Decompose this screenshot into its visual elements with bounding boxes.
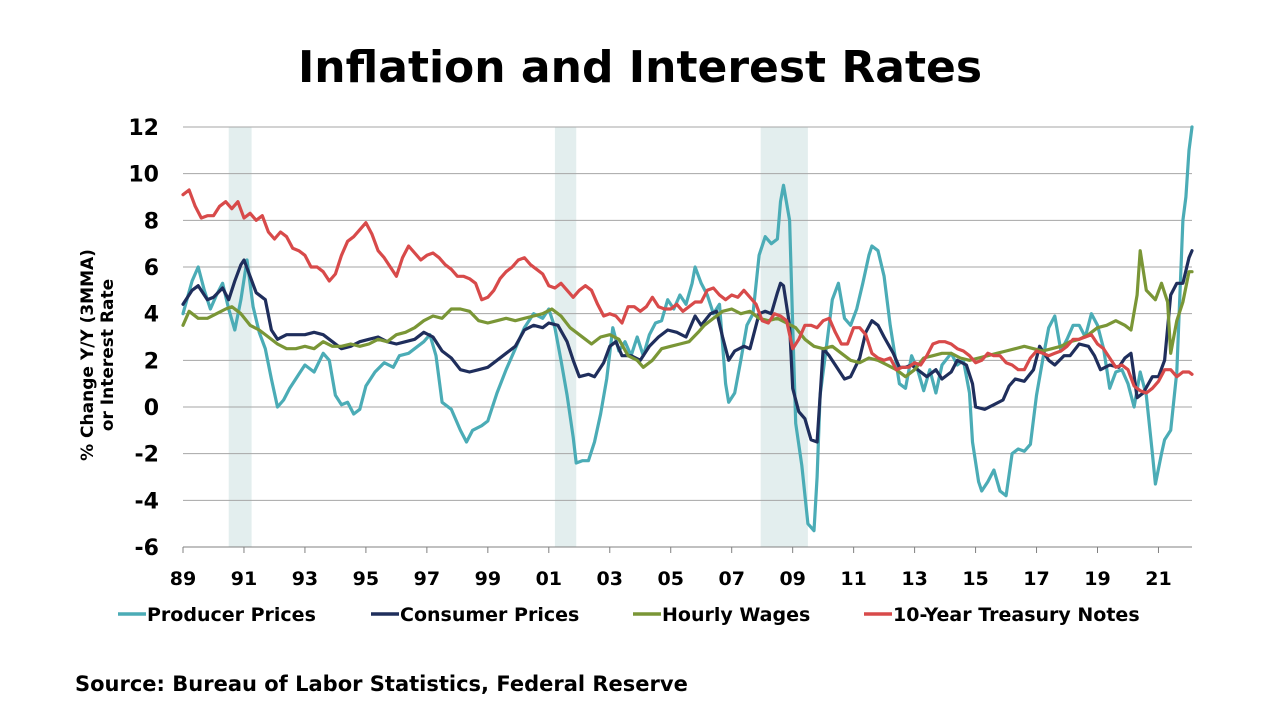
x-tick-label: 09 [779, 568, 805, 590]
y-tick-label: -4 [135, 489, 159, 514]
legend: Producer Prices Consumer Prices Hourly Wag… [118, 604, 1140, 626]
legend-label: Producer Prices [147, 604, 316, 626]
x-tick-label: 97 [414, 568, 440, 590]
y-axis-title: % Change Y/Y (3MMA) or Interest Rate [78, 249, 118, 461]
series-lines [181, 125, 1194, 533]
y-tick-label: 8 [144, 209, 159, 234]
y-axis-title-line: or Interest Rate [98, 279, 118, 431]
y-tick-label: 2 [144, 349, 159, 374]
legend-label: Consumer Prices [400, 604, 579, 626]
recession-band-1 [228, 127, 252, 547]
x-tick-label: 07 [718, 568, 744, 590]
x-tick-label: 03 [597, 568, 623, 590]
y-tick-label: 12 [128, 116, 159, 141]
legend-label: 10-Year Treasury Notes [893, 604, 1140, 626]
x-tick-label: 19 [1084, 568, 1110, 590]
x-tick-label: 13 [901, 568, 927, 590]
x-tick-label: 05 [658, 568, 684, 590]
y-tick-label: -6 [135, 536, 159, 561]
x-tick-label: 91 [231, 568, 257, 590]
y-tick-label: 10 [128, 163, 159, 188]
x-tick-label: 15 [962, 568, 988, 590]
axes: -6 -4 -2 0 2 4 6 8 10 12 89 91 93 95 97 99 01 03 05 07 09 11 1… [128, 116, 1192, 590]
legend-label: Hourly Wages [662, 604, 810, 626]
y-tick-label: 6 [144, 256, 159, 281]
x-tick-label: 11 [840, 568, 866, 590]
x-tick-label: 17 [1023, 568, 1049, 590]
y-tick-label: 0 [144, 396, 159, 421]
series-line-producer-prices [181, 125, 1194, 533]
x-tick-label: 21 [1145, 568, 1171, 590]
x-tick-label: 95 [353, 568, 379, 590]
y-axis-title-line: % Change Y/Y (3MMA) [78, 249, 98, 461]
y-tick-label: -2 [135, 443, 159, 468]
series-line-10-year-treasury-notes [181, 188, 1194, 395]
x-tick-label: 89 [170, 568, 196, 590]
source-note: Source: Bureau of Labor Statistics, Fede… [75, 672, 688, 696]
series-line-hourly-wages [181, 249, 1194, 379]
x-tick-label: 99 [475, 568, 501, 590]
x-tick-label: 01 [536, 568, 562, 590]
y-tick-label: 4 [144, 303, 159, 328]
chart-title: Inflation and Interest Rates [297, 42, 983, 93]
x-tick-label: 93 [292, 568, 318, 590]
